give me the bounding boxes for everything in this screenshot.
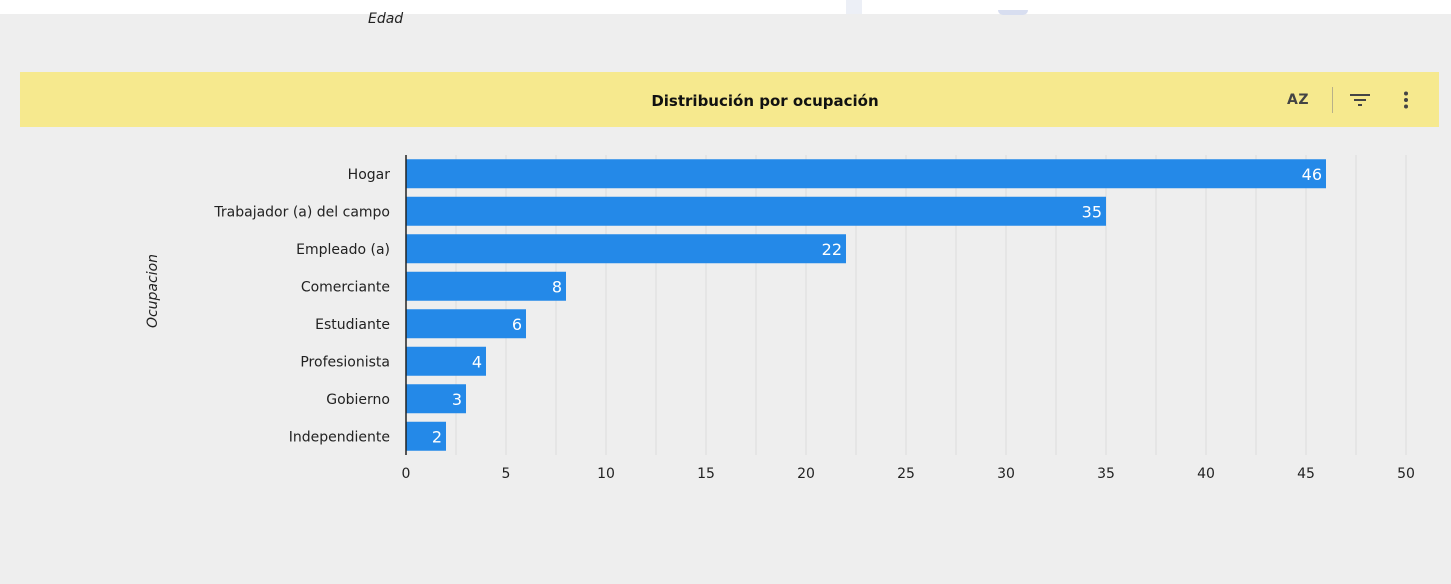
category-label: Comerciante	[301, 279, 390, 295]
x-tick-label: 5	[502, 466, 511, 482]
x-tick-label: 20	[797, 466, 815, 482]
bar-value-label: 46	[1302, 165, 1322, 184]
bar[interactable]	[406, 196, 1106, 226]
y-axis-title: Ocupacion	[145, 254, 161, 328]
previous-chart-axis-label: Edad	[368, 11, 404, 27]
chart-title: Distribución por ocupación	[651, 92, 879, 110]
x-tick-label: 10	[597, 466, 615, 482]
category-label: Profesionista	[300, 354, 390, 370]
x-tick-label: 40	[1197, 466, 1215, 482]
bar[interactable]	[406, 309, 526, 339]
more-vert-icon	[1404, 91, 1408, 109]
x-tick-label: 45	[1297, 466, 1315, 482]
sort-az-icon: AZ	[1287, 92, 1309, 108]
bar-value-label: 4	[472, 352, 482, 371]
x-tick-label: 35	[1097, 466, 1115, 482]
bar[interactable]	[406, 384, 466, 414]
bar[interactable]	[406, 271, 566, 301]
bar[interactable]	[406, 421, 446, 451]
bar-value-label: 6	[512, 315, 522, 334]
toolbar-divider	[1332, 87, 1333, 113]
top-strip	[0, 0, 1451, 14]
bar-value-label: 22	[822, 240, 842, 259]
chart-header: Distribución por ocupación AZ	[20, 72, 1439, 127]
sort-button[interactable]: AZ	[1284, 86, 1312, 114]
x-tick-label: 50	[1397, 466, 1415, 482]
filter-icon	[1350, 94, 1370, 106]
bar-value-label: 2	[432, 427, 442, 446]
bar-value-label: 8	[552, 277, 562, 296]
bar[interactable]	[406, 346, 486, 376]
x-tick-label: 0	[402, 466, 411, 482]
category-label: Trabajador (a) del campo	[213, 204, 390, 220]
watermark-fragment	[846, 0, 862, 14]
bars	[406, 159, 1326, 451]
x-tick-label: 15	[697, 466, 715, 482]
bar-value-label: 35	[1082, 202, 1102, 221]
bar[interactable]	[406, 234, 846, 264]
category-label: Empleado (a)	[296, 242, 390, 258]
bar[interactable]	[406, 159, 1326, 189]
bar-value-label: 3	[452, 390, 462, 409]
more-options-button[interactable]	[1392, 86, 1420, 114]
x-tick-label: 25	[897, 466, 915, 482]
watermark-fragment	[998, 10, 1028, 15]
category-label: Gobierno	[326, 392, 390, 408]
category-label: Estudiante	[315, 317, 390, 333]
category-label: Hogar	[348, 167, 391, 183]
x-tick-label: 30	[997, 466, 1015, 482]
category-label: Independiente	[289, 429, 390, 445]
filter-button[interactable]	[1346, 86, 1374, 114]
